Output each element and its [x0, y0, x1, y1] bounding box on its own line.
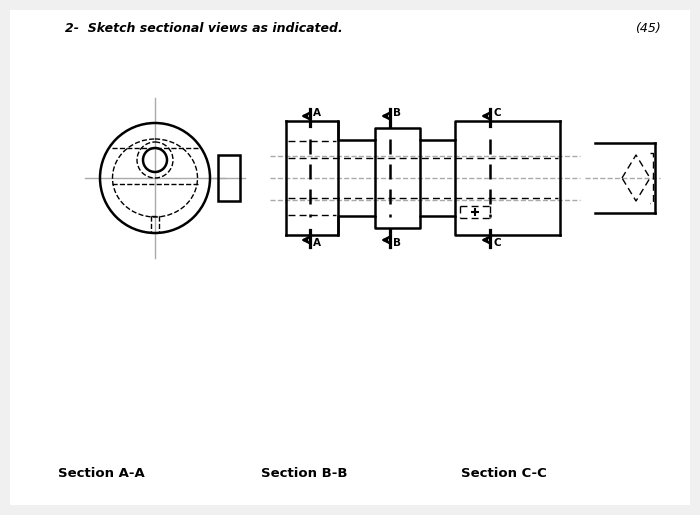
Bar [218, 155, 240, 201]
Text: Section A-A: Section A-A [58, 467, 145, 480]
Text: 2-  Sketch sectional views as indicated.: 2- Sketch sectional views as indicated. [65, 22, 343, 35]
Text: C: C [493, 108, 500, 118]
Text: B: B [393, 108, 401, 118]
Text: B: B [393, 238, 401, 248]
Text: Section B-B: Section B-B [261, 467, 348, 480]
Text: C: C [493, 238, 500, 248]
Text: A: A [313, 238, 321, 248]
Text: Section C-C: Section C-C [461, 467, 547, 480]
FancyBboxPatch shape [10, 10, 690, 505]
Text: (45): (45) [635, 22, 661, 35]
Text: A: A [313, 108, 321, 118]
